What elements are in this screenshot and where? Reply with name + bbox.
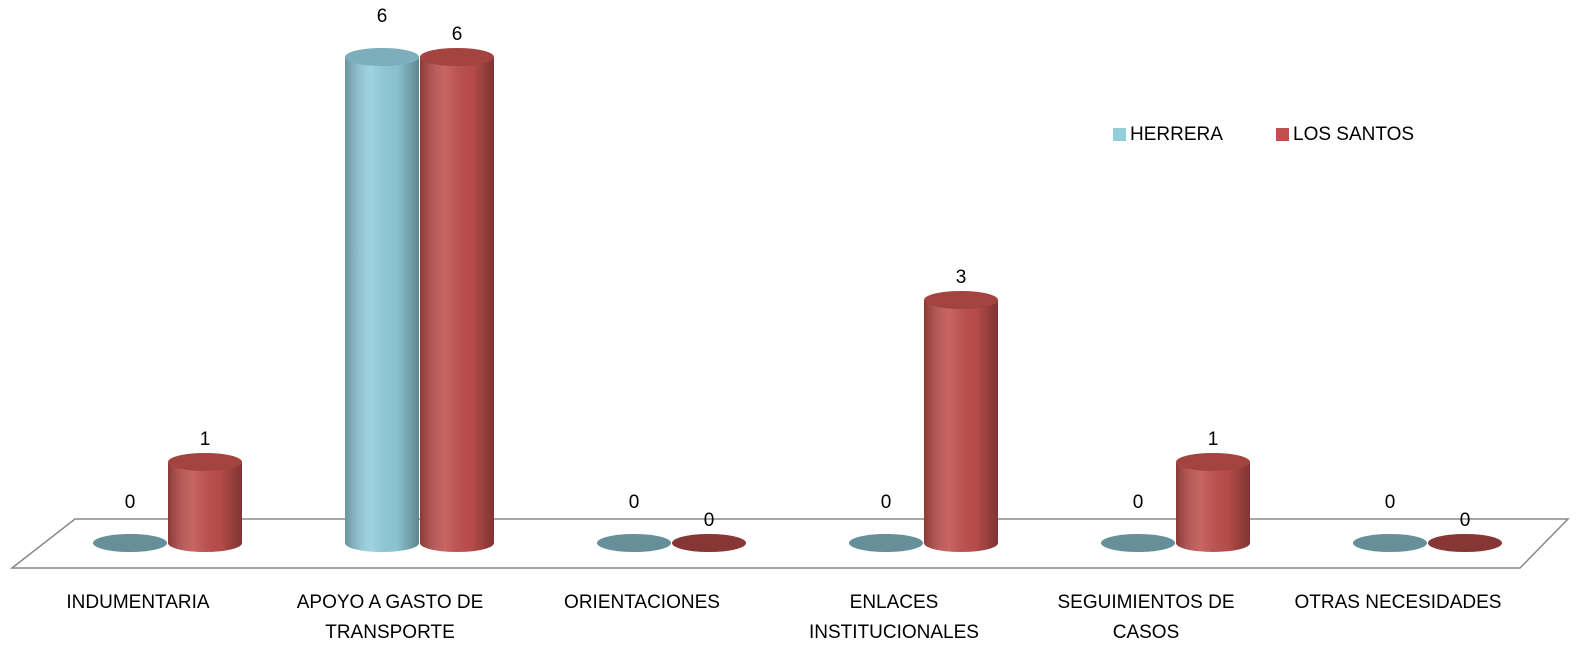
bar-top <box>168 453 242 471</box>
bar <box>849 534 923 552</box>
bar-top-shade <box>924 291 998 309</box>
data-label: 0 <box>1385 492 1396 513</box>
bar-top <box>345 48 419 66</box>
data-label: 6 <box>452 24 463 45</box>
x-tick-label: ENLACES INSTITUCIONALES <box>809 592 979 643</box>
legend-label: HERRERA <box>1130 124 1223 145</box>
x-tick-label: INDUMENTARIA <box>66 592 210 613</box>
bar <box>1428 534 1502 552</box>
bar-top-shade <box>168 453 242 471</box>
bar <box>1353 534 1427 552</box>
bar-top-shade <box>672 534 746 552</box>
bar <box>1101 534 1175 552</box>
bar-shade <box>924 300 998 552</box>
x-tick-label: SEGUIMIENTOS DE CASOS <box>1057 592 1235 643</box>
data-label: 1 <box>200 429 211 450</box>
data-label: 0 <box>1460 510 1471 531</box>
bar-top <box>924 291 998 309</box>
bar-top-shade <box>1101 534 1175 552</box>
x-tick-label: ORIENTACIONES <box>564 592 720 613</box>
bar-top-shade <box>345 48 419 66</box>
data-label: 0 <box>704 510 715 531</box>
legend-label: LOS SANTOS <box>1293 124 1414 145</box>
bar-top-shade <box>597 534 671 552</box>
bar-top-shade <box>1353 534 1427 552</box>
data-label: 0 <box>125 492 136 513</box>
bar-shade <box>168 462 242 552</box>
bar-shade <box>1176 462 1250 552</box>
legend-swatch <box>1113 128 1126 141</box>
x-tick-label: OTRAS NECESIDADES <box>1294 592 1502 613</box>
bar <box>672 534 746 552</box>
data-label: 3 <box>956 267 967 288</box>
data-label: 0 <box>881 492 892 513</box>
bar-top-shade <box>849 534 923 552</box>
data-label: 1 <box>1208 429 1219 450</box>
data-label: 0 <box>629 492 640 513</box>
floor <box>9 518 1570 569</box>
bar-top-shade <box>1428 534 1502 552</box>
bar-top-shade <box>93 534 167 552</box>
bar <box>597 534 671 552</box>
legend-swatch <box>1276 128 1289 141</box>
bar-top-shade <box>1176 453 1250 471</box>
bar-top-shade <box>420 48 494 66</box>
bar-top <box>420 48 494 66</box>
bar-shade <box>420 57 494 552</box>
bar-top <box>1176 453 1250 471</box>
x-tick-label: APOYO A GASTO DE TRANSPORTE <box>296 592 484 643</box>
bar-shade <box>345 57 419 552</box>
data-label: 0 <box>1133 492 1144 513</box>
bar <box>93 534 167 552</box>
data-label: 6 <box>377 6 388 27</box>
